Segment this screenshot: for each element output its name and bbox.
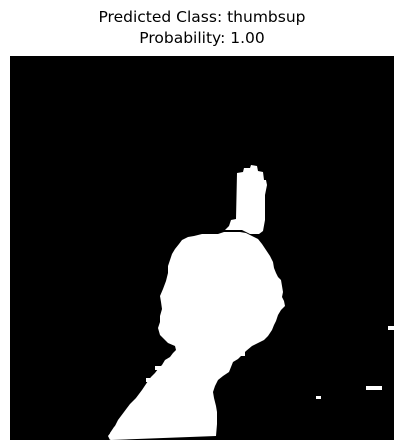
hand-mask-foreground <box>108 165 394 440</box>
mask-speck <box>208 356 213 360</box>
mask-speck <box>257 207 262 212</box>
probability-label: Probability: 1.00 <box>139 29 265 47</box>
mask-speck <box>388 326 394 330</box>
figure-title: Predicted Class: thumbsup Probability: 1… <box>0 7 404 49</box>
thumb-region <box>225 165 267 234</box>
hand-mask-image <box>10 56 394 440</box>
mask-speck <box>146 378 151 382</box>
hand-region <box>110 232 285 440</box>
mask-speck <box>240 352 245 356</box>
predicted-class-label: Predicted Class: thumbsup <box>98 8 306 26</box>
forearm-region <box>108 372 162 440</box>
mask-speck <box>155 366 161 370</box>
mask-image-panel <box>10 56 394 440</box>
mask-speck <box>316 396 321 399</box>
mask-speck <box>366 386 382 390</box>
